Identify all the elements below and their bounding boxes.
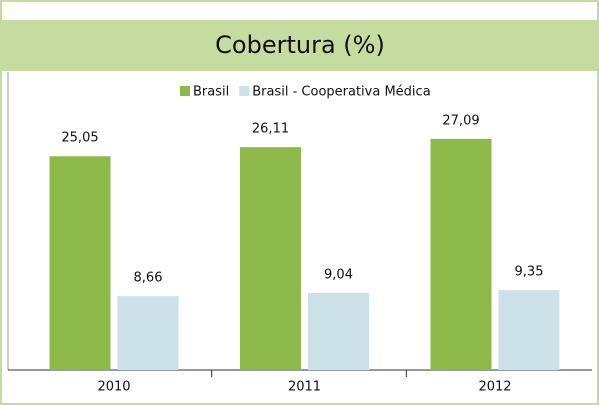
value-label: 27,09 bbox=[442, 113, 479, 128]
value-label: 26,11 bbox=[252, 122, 289, 137]
title-band bbox=[1, 20, 598, 71]
bar bbox=[49, 156, 111, 370]
legend-swatch bbox=[180, 86, 190, 96]
x-tick-label: 2010 bbox=[97, 380, 130, 395]
value-label: 8,66 bbox=[134, 271, 163, 286]
value-label: 9,35 bbox=[515, 265, 544, 280]
value-label: 25,05 bbox=[61, 131, 98, 146]
chart-title: Cobertura (%) bbox=[215, 31, 385, 59]
legend-label: Brasil - Cooperativa Médica bbox=[252, 85, 430, 100]
legend-label: Brasil bbox=[193, 85, 229, 100]
bar bbox=[240, 147, 301, 370]
x-tick-label: 2011 bbox=[288, 380, 321, 395]
bar bbox=[117, 296, 179, 370]
bar bbox=[430, 138, 492, 370]
x-tick-label: 2012 bbox=[478, 380, 511, 395]
bar bbox=[308, 292, 369, 370]
legend-swatch bbox=[239, 86, 250, 96]
bar bbox=[498, 290, 560, 370]
value-label: 9,04 bbox=[324, 267, 353, 282]
